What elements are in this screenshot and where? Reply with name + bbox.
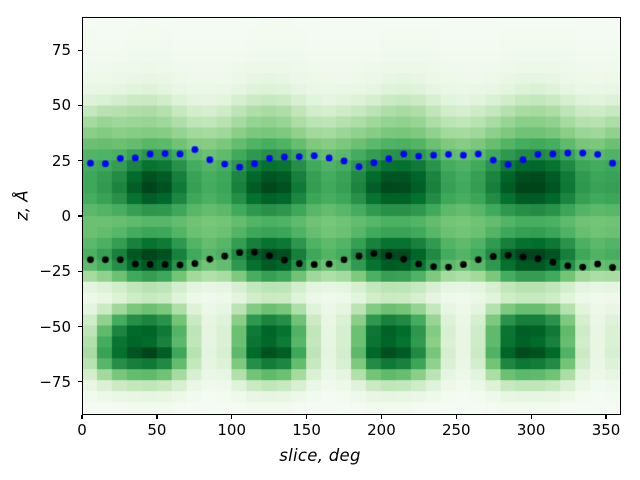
y-tick (78, 160, 82, 162)
x-tick (81, 415, 83, 419)
x-tick-label: 200 (367, 421, 396, 439)
y-tick-label: −75 (39, 372, 71, 391)
heatmap-canvas (83, 18, 620, 414)
y-tick (78, 104, 82, 107)
x-tick-label: 100 (217, 421, 247, 439)
plot-axes (82, 17, 621, 415)
y-axis-label: z, Å (12, 190, 32, 221)
y-tick-label: −25 (39, 262, 71, 281)
y-tick (78, 215, 82, 217)
y-tick (78, 381, 82, 383)
x-tick-label: 300 (516, 421, 546, 439)
x-tick (380, 415, 383, 419)
x-tick (305, 415, 308, 419)
x-tick-label: 50 (147, 421, 167, 439)
x-tick-label: 350 (591, 421, 621, 439)
x-axis-label: slice, deg (279, 446, 361, 465)
y-tick (78, 325, 82, 328)
x-tick (156, 415, 158, 419)
x-tick (605, 415, 607, 419)
x-tick (231, 415, 233, 419)
x-tick-label: 150 (292, 421, 321, 439)
y-tick (78, 270, 82, 272)
y-tick-label: −50 (39, 317, 71, 336)
y-tick (78, 49, 82, 51)
x-tick-label: 0 (77, 421, 87, 439)
x-tick-label: 250 (441, 421, 471, 439)
x-tick (530, 415, 532, 419)
y-tick-label: 50 (51, 96, 71, 115)
x-tick (455, 415, 457, 419)
y-tick-label: 0 (61, 207, 71, 225)
y-tick-label: 75 (51, 41, 71, 60)
y-tick-label: 25 (51, 151, 71, 170)
